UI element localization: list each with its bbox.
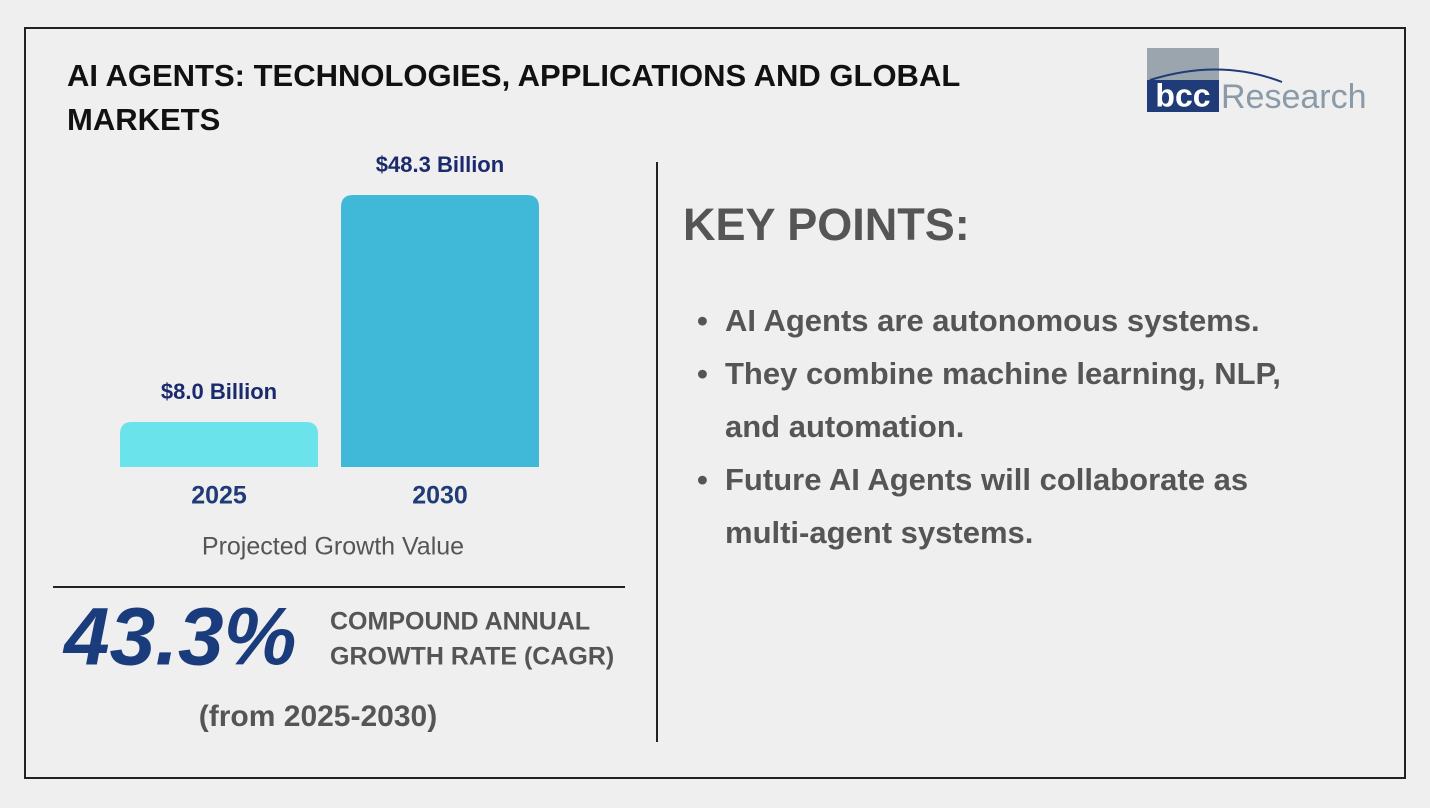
x-tick-label: 2030 — [412, 482, 468, 510]
key-point: AI Agents are autonomous systems. — [697, 294, 1317, 347]
x-tick-label: 2025 — [191, 482, 247, 510]
key-points-heading: KEY POINTS: — [683, 199, 970, 250]
bar — [341, 195, 539, 467]
bar-chart: $8.0 Billion 2025 $48.3 Billion 2030 — [120, 152, 539, 510]
logo-brand: bcc — [1155, 77, 1210, 113]
cagr-label: GROWTH RATE (CAGR) — [330, 643, 614, 671]
value-label: $8.0 Billion — [161, 379, 277, 404]
cagr-label: COMPOUND ANNUAL — [330, 608, 590, 636]
title: AI AGENTS: TECHNOLOGIES, APPLICATIONS AN… — [67, 58, 960, 93]
x-axis-label: Projected Growth Value — [202, 533, 464, 561]
logo: bcc Research — [1147, 48, 1367, 116]
key-points: AI Agents are autonomous systems.They co… — [697, 294, 1317, 559]
logo-block — [1147, 80, 1219, 112]
logo-arc — [1149, 68, 1283, 83]
value-label: $48.3 Billion — [376, 152, 504, 177]
key-point: They combine machine learning, NLP, and … — [697, 347, 1317, 453]
logo-name: Research — [1221, 78, 1367, 116]
cagr-period: (from 2025-2030) — [199, 700, 437, 733]
logo-block — [1147, 48, 1219, 80]
bar — [120, 421, 318, 467]
key-point: Future AI Agents will collaborate as mul… — [697, 453, 1317, 559]
cagr-value: 43.3% — [62, 592, 297, 683]
title: MARKETS — [67, 102, 220, 137]
